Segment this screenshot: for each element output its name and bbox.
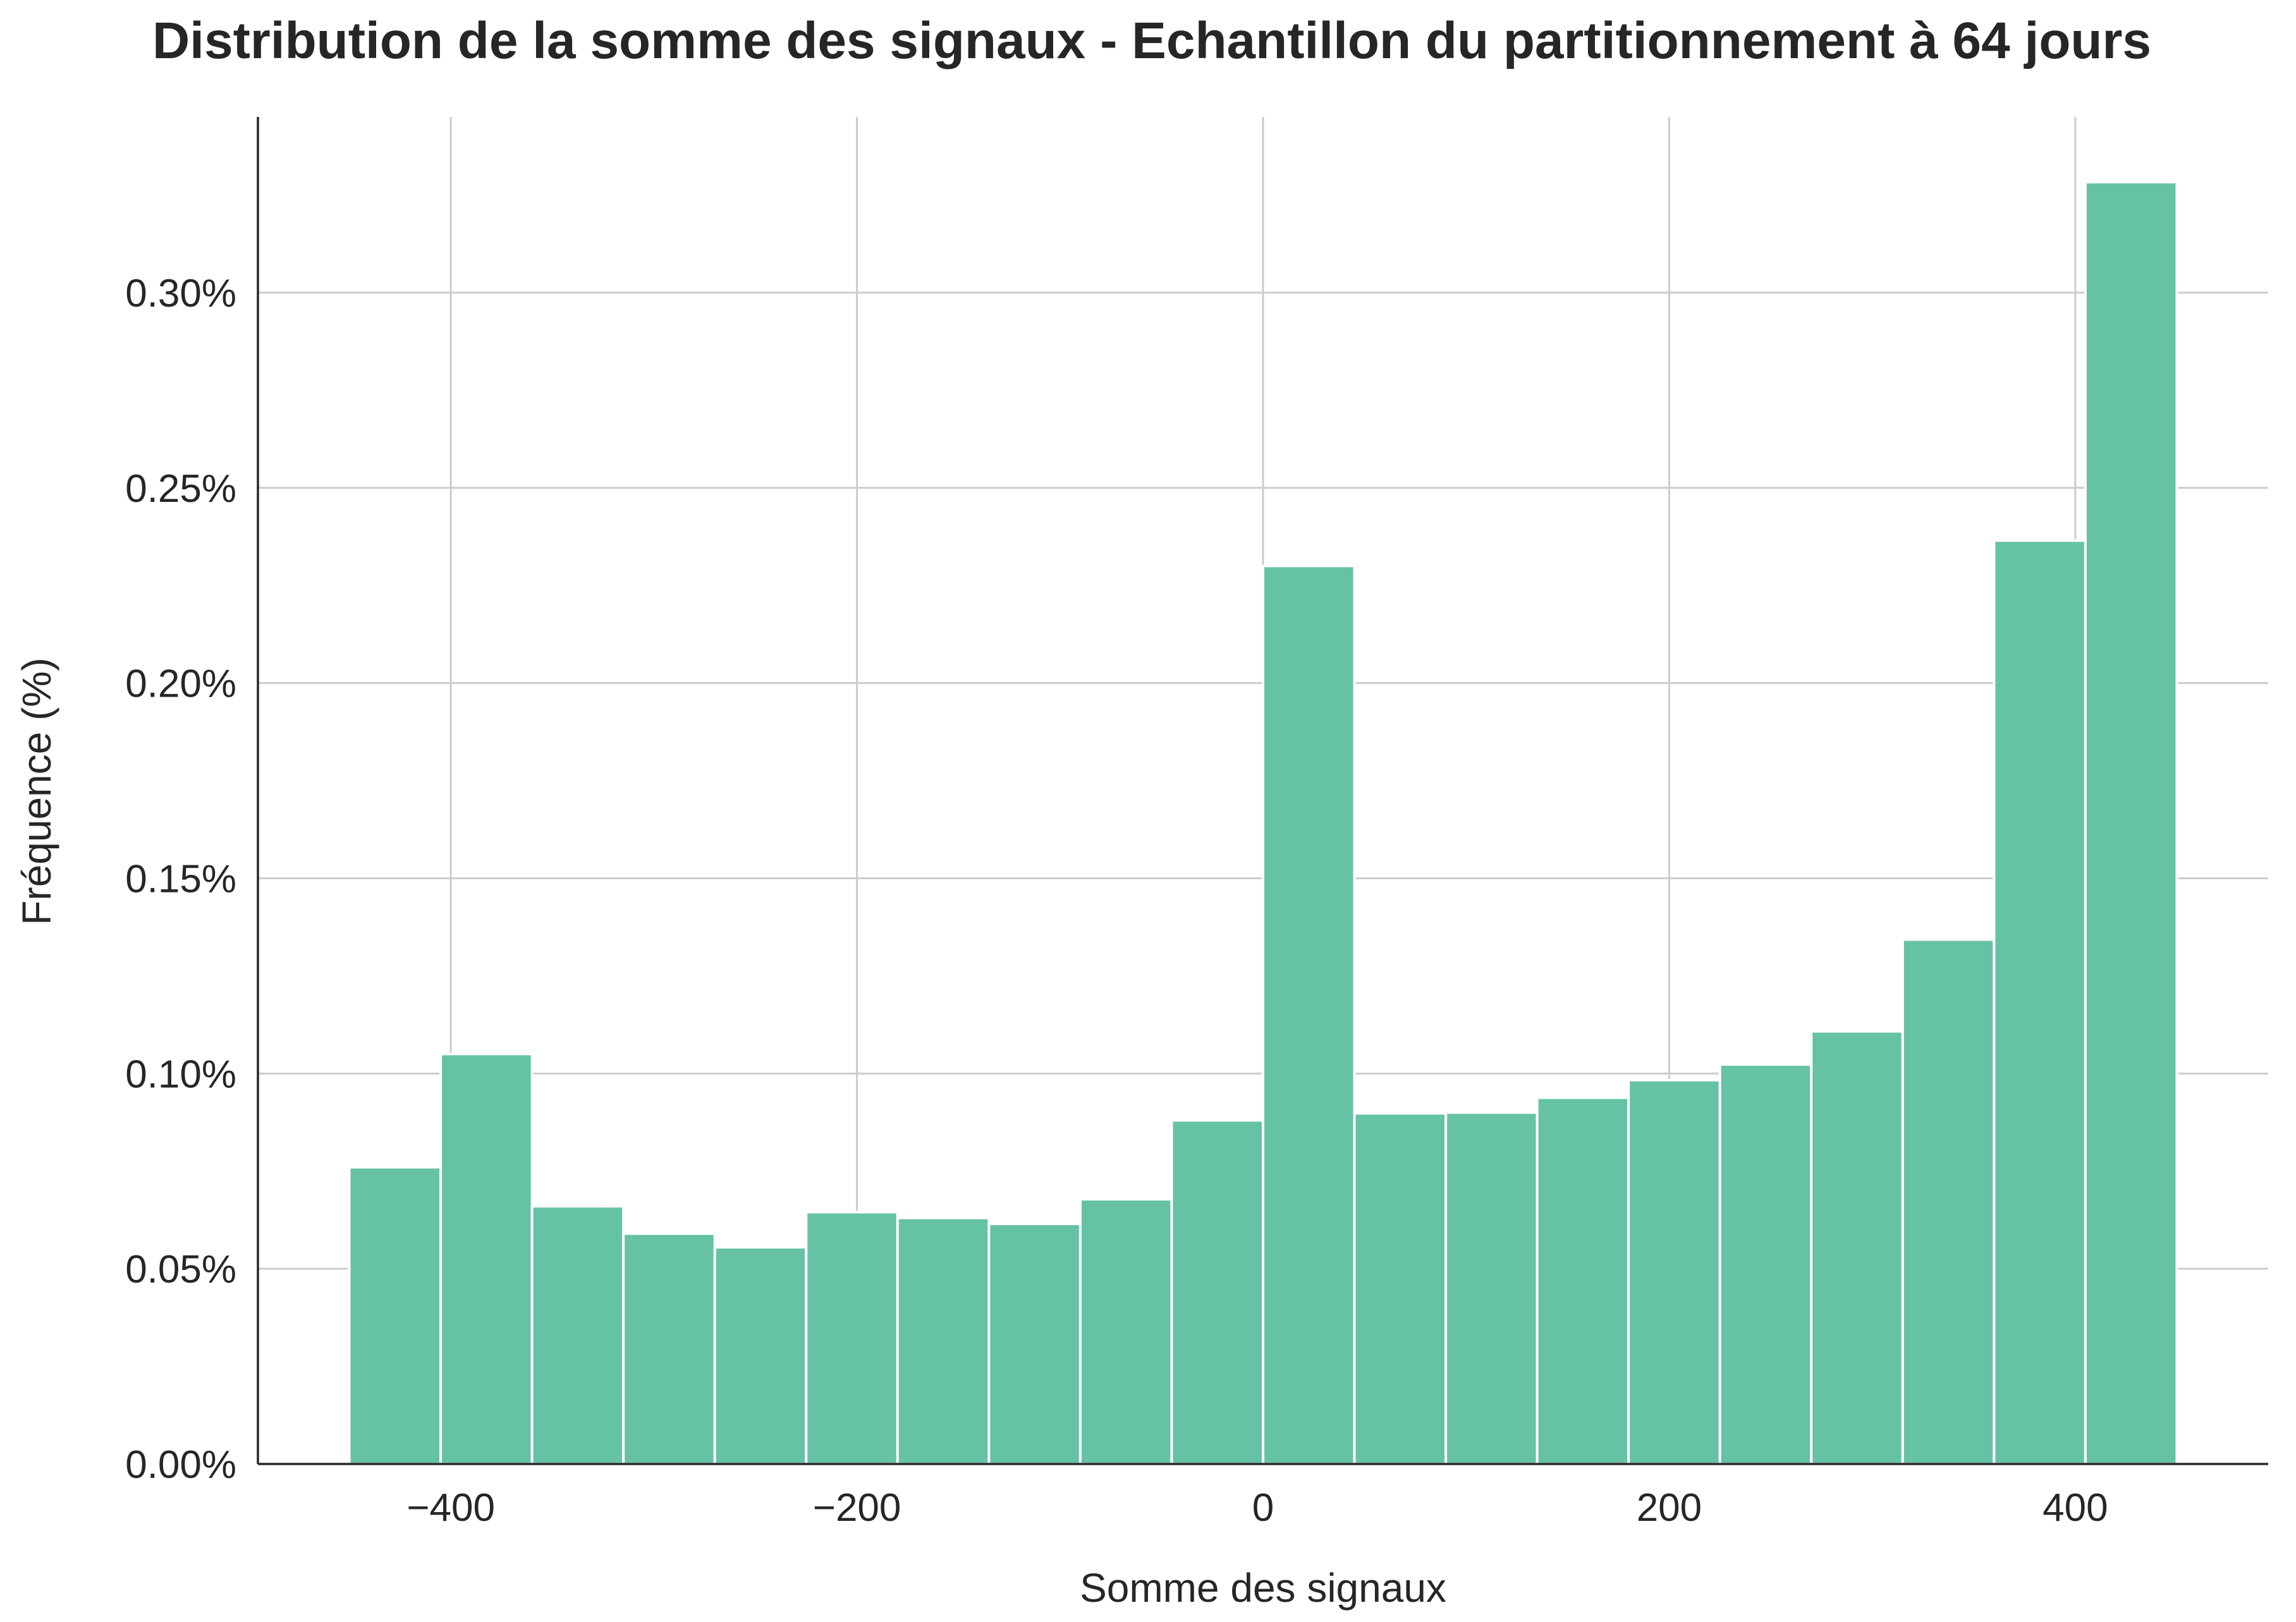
- histogram-bar: [1993, 539, 2087, 1465]
- x-tick-label: −400: [406, 1486, 495, 1530]
- histogram-bar: [1627, 1078, 1721, 1466]
- y-axis-label: Fréquence (%): [14, 657, 59, 925]
- y-tick-label: 0.10%: [125, 1052, 236, 1096]
- histogram-bar: [622, 1232, 716, 1465]
- y-tick-label: 0.20%: [125, 662, 236, 706]
- histogram-bar: [1444, 1111, 1539, 1465]
- histogram-bar: [713, 1246, 808, 1466]
- x-tick-label: 0: [1252, 1486, 1274, 1530]
- x-tick-label: −200: [813, 1486, 901, 1530]
- y-tick-label: 0.00%: [125, 1443, 236, 1487]
- x-axis-label: Somme des signaux: [1080, 1565, 1446, 1611]
- y-tick-label: 0.05%: [125, 1248, 236, 1291]
- x-tick-label: 400: [2043, 1486, 2108, 1530]
- histogram-bar: [1078, 1198, 1173, 1465]
- tick-labels: −400 −200 0 200 400 0.00% 0.05% 0.10% 0.15% 0.20%…: [125, 272, 2108, 1530]
- histogram-bar: [1353, 1112, 1448, 1465]
- histogram-bar: [1262, 564, 1356, 1465]
- y-tick-label: 0.15%: [125, 857, 236, 901]
- histogram-bar: [1901, 938, 1996, 1465]
- histogram-bar: [348, 1166, 443, 1466]
- histogram-bar: [1170, 1119, 1265, 1465]
- histogram-bar: [1718, 1063, 1813, 1465]
- histogram-bar: [1810, 1030, 1904, 1465]
- y-tick-label: 0.30%: [125, 272, 236, 315]
- histogram-bar: [2084, 181, 2178, 1466]
- histogram-bar: [987, 1223, 1082, 1465]
- histogram-bar: [896, 1216, 991, 1465]
- bars: [348, 181, 2178, 1466]
- chart-title: Distribution de la somme des signaux - E…: [152, 12, 2151, 70]
- histogram-bar: [805, 1210, 899, 1466]
- x-tick-label: 200: [1637, 1486, 1702, 1530]
- axes: [257, 117, 2268, 1465]
- y-tick-label: 0.25%: [125, 467, 236, 511]
- histogram-bar: [530, 1205, 625, 1465]
- histogram-bar: [439, 1052, 534, 1466]
- histogram-bar: [1536, 1096, 1630, 1466]
